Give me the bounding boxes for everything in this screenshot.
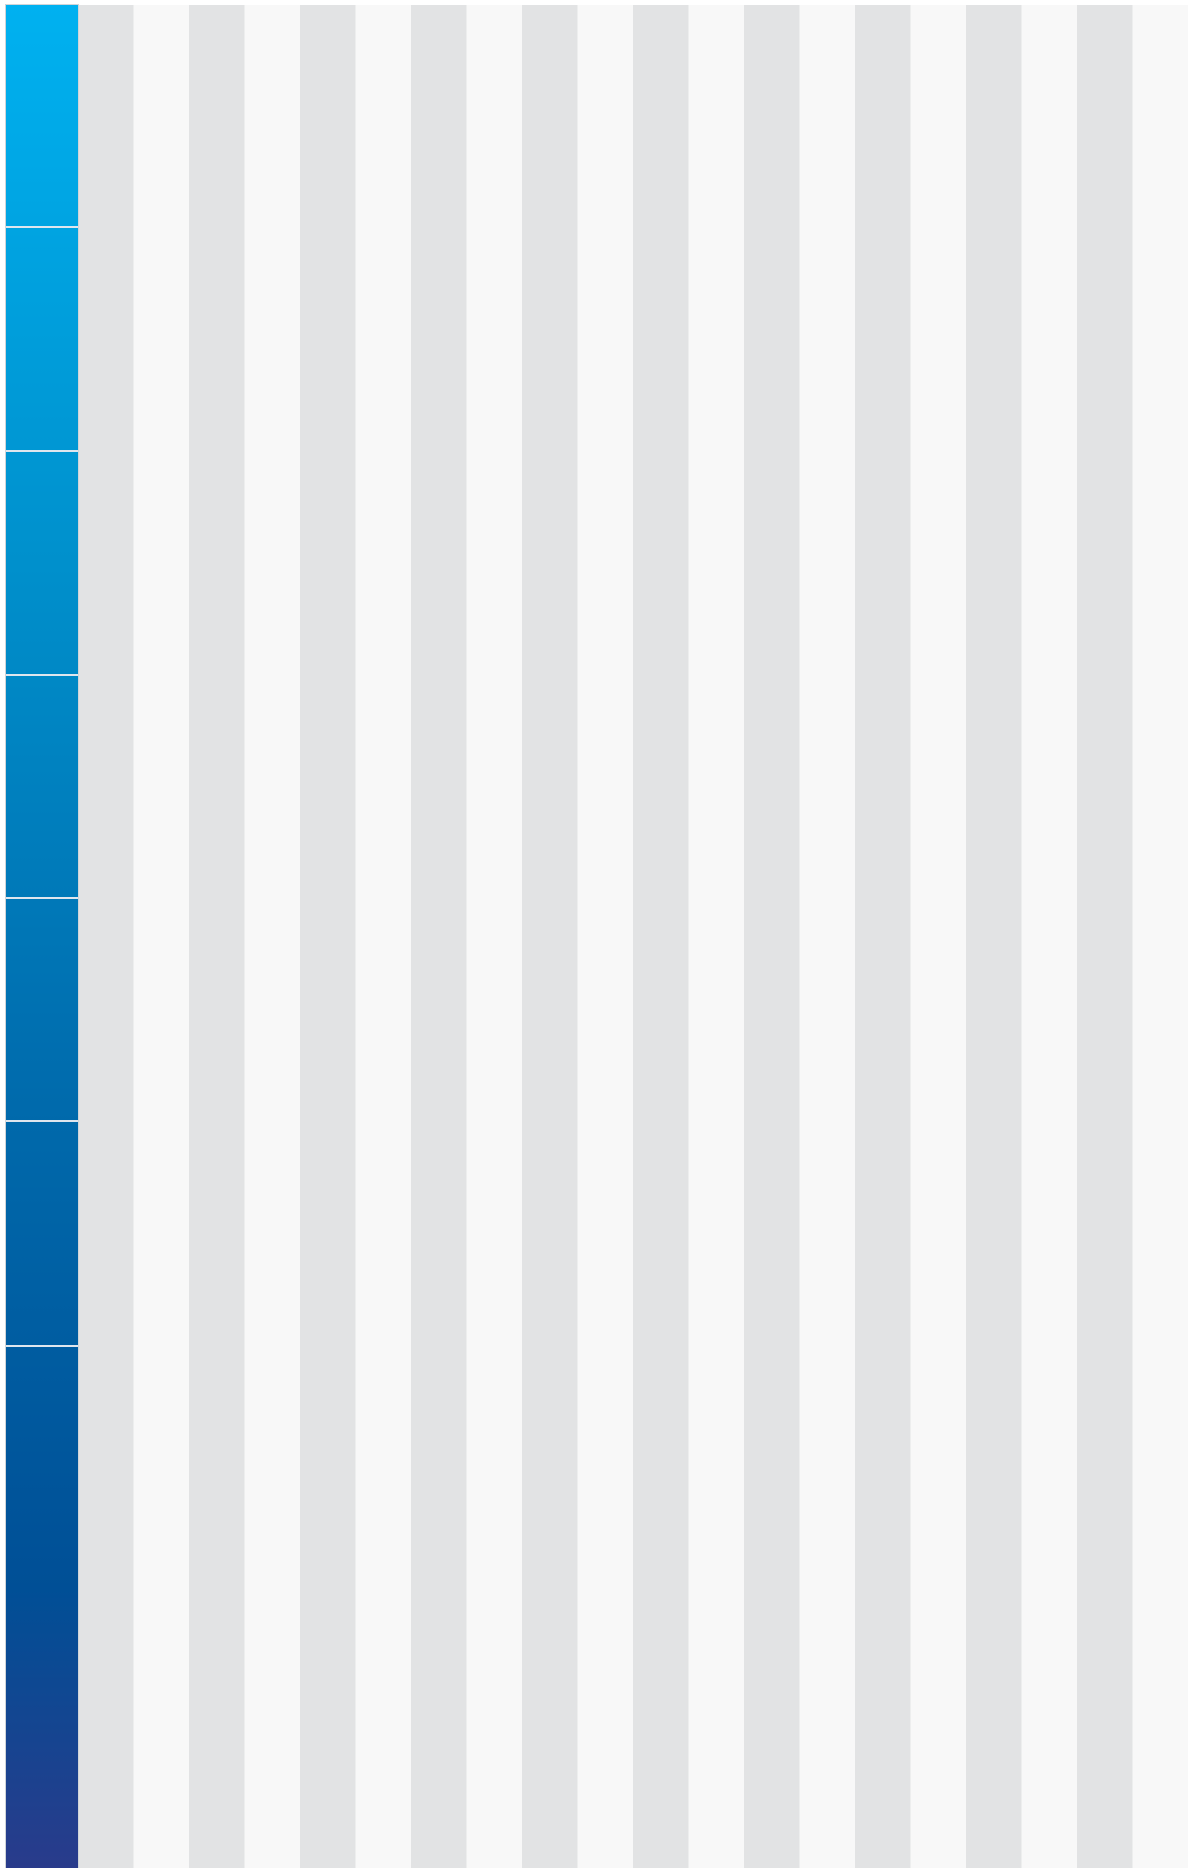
stripe	[966, 5, 1022, 1868]
stripe	[1132, 5, 1188, 1868]
stripe	[355, 5, 412, 1868]
stripe	[522, 5, 578, 1868]
stripe	[244, 5, 301, 1868]
stripe	[411, 5, 467, 1868]
stripe	[1021, 5, 1078, 1868]
sidebar-border	[5, 4, 79, 1868]
stripe	[688, 5, 745, 1868]
stripe	[744, 5, 800, 1868]
stripe	[633, 5, 689, 1868]
stripe	[577, 5, 634, 1868]
stripe	[910, 5, 967, 1868]
stripe	[133, 5, 190, 1868]
stripe	[78, 5, 134, 1868]
segment-dividers	[6, 226, 78, 1347]
stripe	[466, 5, 523, 1868]
stripe	[1077, 5, 1133, 1868]
stripe	[799, 5, 856, 1868]
stripe	[855, 5, 911, 1868]
stripe	[300, 5, 356, 1868]
sidebar	[6, 5, 78, 1868]
stripes	[78, 5, 1188, 1868]
stripe	[189, 5, 245, 1868]
